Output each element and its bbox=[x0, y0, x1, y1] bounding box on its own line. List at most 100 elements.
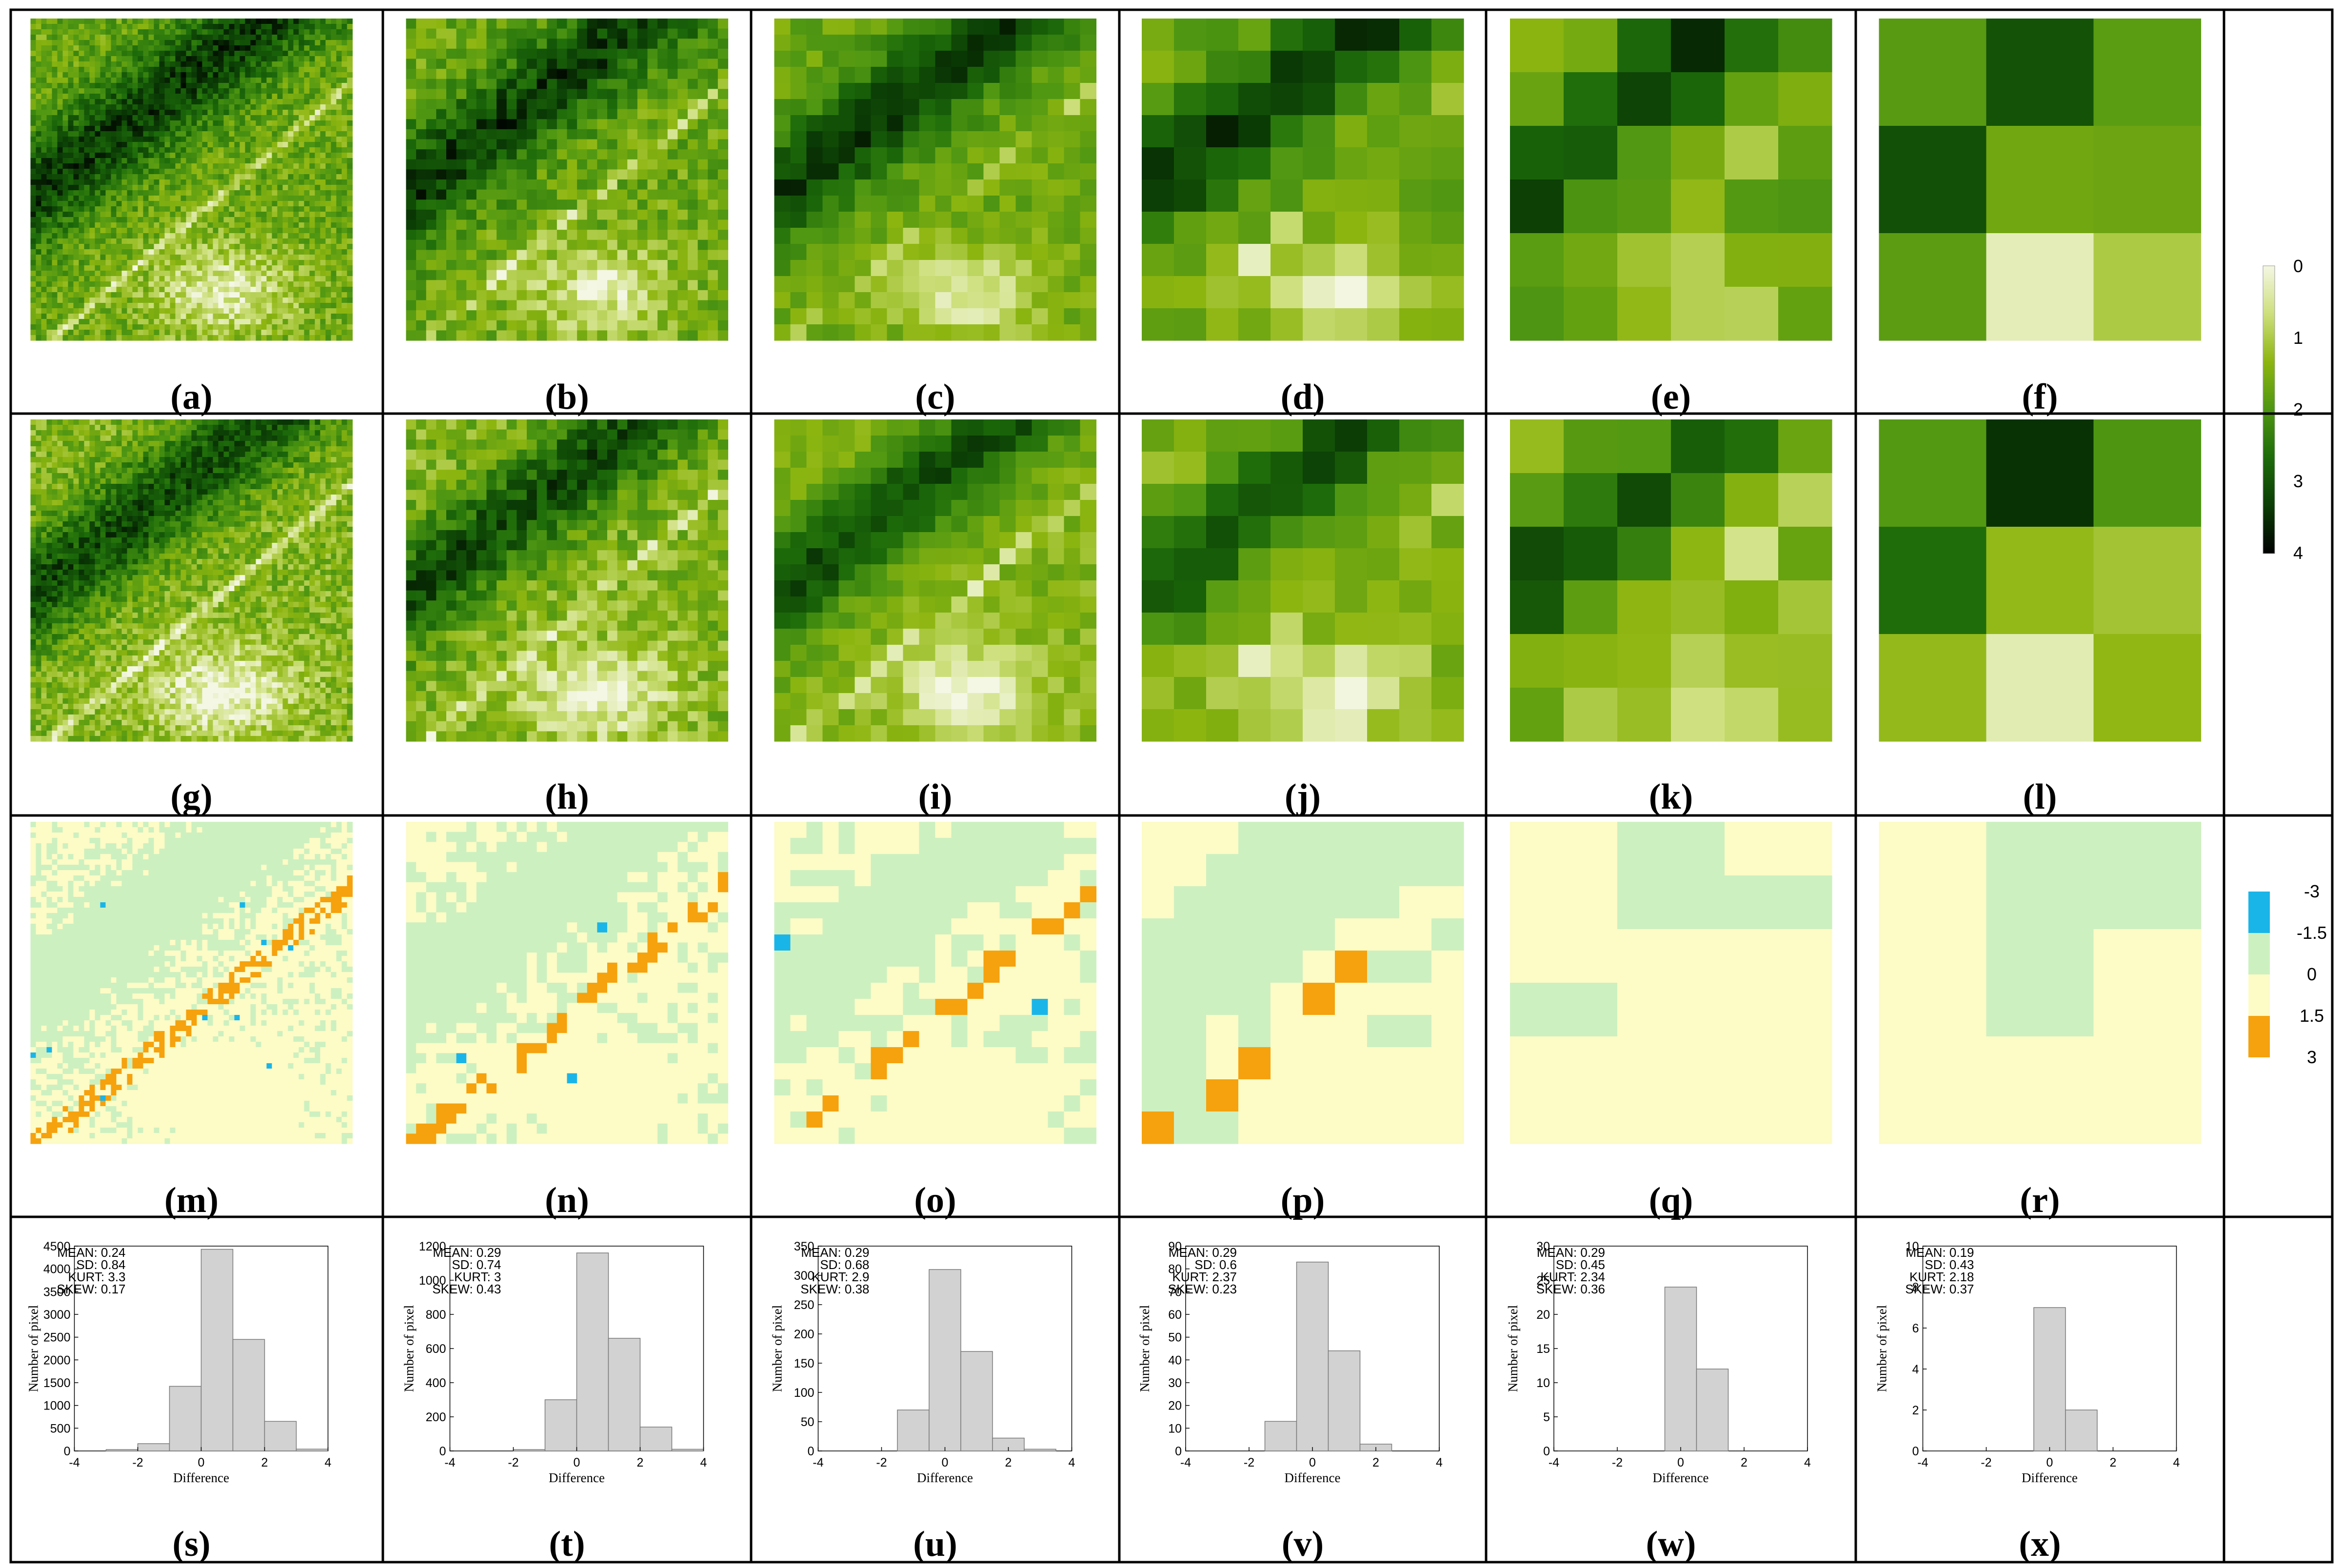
y-tick-label: 2500 bbox=[43, 1331, 71, 1345]
histogram-bar bbox=[960, 1351, 993, 1451]
y-tick-label: 25 bbox=[1536, 1274, 1550, 1288]
histogram-x: -4 -2 0 2 4 0 2 4 6 8 10 Difference Number of pixel M… bbox=[1875, 1240, 2180, 1564]
y-tick-label: 20 bbox=[1536, 1308, 1550, 1322]
x-axis-label: Difference bbox=[1285, 1470, 1341, 1485]
value-colorbar: 0 1 2 3 4 bbox=[2263, 256, 2303, 563]
colorbar-tick-label: -1.5 bbox=[2297, 923, 2327, 943]
x-tick-label: -2 bbox=[508, 1456, 518, 1469]
x-tick-label: 0 bbox=[1309, 1456, 1316, 1469]
y-tick-label: 15 bbox=[1536, 1342, 1550, 1356]
y-tick-label: 400 bbox=[426, 1376, 446, 1390]
x-tick-label: 4 bbox=[700, 1456, 707, 1469]
y-tick-label: 4000 bbox=[43, 1263, 71, 1276]
y-tick-label: 0 bbox=[1175, 1445, 1182, 1458]
map-c bbox=[774, 19, 1097, 341]
y-tick-label: 4 bbox=[1912, 1363, 1919, 1376]
histogram-bar bbox=[232, 1339, 265, 1451]
difference-map-r bbox=[1879, 822, 2202, 1144]
y-tick-label: 500 bbox=[50, 1422, 71, 1435]
colorbar-tick-label: 3 bbox=[2307, 1047, 2317, 1067]
panel-label: (q) bbox=[1649, 1180, 1693, 1220]
histogram-bar bbox=[1264, 1421, 1297, 1451]
panel-label: (t) bbox=[549, 1524, 585, 1564]
panel-label: (o) bbox=[914, 1180, 956, 1220]
x-tick-label: 0 bbox=[942, 1456, 949, 1469]
panel-label: (h) bbox=[545, 777, 589, 817]
histogram-bar bbox=[1328, 1350, 1361, 1451]
y-tick-label: 300 bbox=[794, 1269, 814, 1283]
difference-map-o bbox=[774, 822, 1097, 1144]
y-axis-label: Number of pixel bbox=[1875, 1305, 1889, 1392]
value-colorbar-ramp bbox=[2263, 265, 2275, 554]
histogram-bar bbox=[639, 1427, 673, 1451]
histogram-bar bbox=[1296, 1261, 1329, 1451]
x-tick-label: 2 bbox=[1741, 1456, 1747, 1469]
histogram-w: -4 -2 0 2 4 0 5 10 15 20 25 30 Difference Number of p… bbox=[1506, 1240, 1811, 1564]
x-tick-label: 4 bbox=[1804, 1456, 1811, 1469]
histogram-bar bbox=[169, 1386, 202, 1451]
histogram-bar bbox=[608, 1338, 641, 1451]
panel-label: (k) bbox=[1649, 777, 1693, 817]
histogram-bar bbox=[2065, 1409, 2098, 1451]
map-j bbox=[1142, 419, 1464, 742]
y-axis-label: Number of pixel bbox=[402, 1305, 417, 1392]
y-tick-label: 10 bbox=[1906, 1240, 1919, 1253]
x-tick-label: 0 bbox=[574, 1456, 580, 1469]
histogram-bar bbox=[513, 1449, 546, 1451]
stat-line: SD: 0.6 bbox=[1194, 1257, 1237, 1272]
panel-label: (b) bbox=[545, 377, 589, 417]
panel-label: (m) bbox=[164, 1180, 218, 1220]
map-h bbox=[406, 419, 729, 742]
colorbar-tick-label: 2 bbox=[2293, 399, 2303, 419]
colorbar-tick-label: 1 bbox=[2293, 328, 2303, 348]
x-axis-label: Difference bbox=[1653, 1470, 1709, 1485]
difference-map-m bbox=[30, 822, 353, 1144]
stat-line: KURT: 3 bbox=[454, 1270, 501, 1284]
stat-line: SD: 0.43 bbox=[1925, 1257, 1974, 1272]
y-tick-label: 100 bbox=[794, 1386, 814, 1400]
histogram-bar bbox=[897, 1409, 930, 1451]
colorbar-tick-label: 0 bbox=[2307, 964, 2317, 984]
stat-line: MEAN: 0.29 bbox=[433, 1245, 501, 1260]
difference-colorbar: -3 -1.5 0 1.5 3 bbox=[2248, 881, 2327, 1067]
stat-line: SKEW: 0.36 bbox=[1536, 1282, 1605, 1296]
stat-line: SD: 0.74 bbox=[452, 1257, 501, 1272]
difference-map-q bbox=[1510, 822, 1832, 1144]
colorbar-tick-label: 3 bbox=[2293, 471, 2303, 491]
histogram-bar bbox=[105, 1449, 139, 1451]
x-tick-label: 4 bbox=[325, 1456, 332, 1469]
map-i bbox=[774, 419, 1097, 742]
y-tick-label: 0 bbox=[64, 1445, 71, 1458]
y-tick-label: 80 bbox=[1168, 1263, 1182, 1276]
x-tick-label: 4 bbox=[2173, 1456, 2180, 1469]
y-tick-label: 30 bbox=[1168, 1376, 1182, 1390]
x-axis-label: Difference bbox=[173, 1470, 229, 1485]
y-tick-label: 10 bbox=[1536, 1376, 1550, 1390]
difference-class-swatch bbox=[2248, 1016, 2270, 1057]
y-axis-label: Number of pixel bbox=[1506, 1305, 1520, 1392]
x-tick-label: -2 bbox=[1244, 1456, 1254, 1469]
difference-map-n bbox=[406, 822, 729, 1144]
panel-labels: (a) (b) (c) (d) (e) (f) (g) (h) (i) (j) (k) (l) (m) (… bbox=[164, 377, 2060, 1220]
x-tick-label: 2 bbox=[1005, 1456, 1012, 1469]
y-axis-label: Number of pixel bbox=[770, 1305, 785, 1392]
histogram-bar bbox=[137, 1443, 170, 1451]
panel-label: (w) bbox=[1646, 1524, 1696, 1564]
stat-line: SD: 0.45 bbox=[1556, 1257, 1605, 1272]
x-axis-label: Difference bbox=[2022, 1470, 2078, 1485]
y-tick-label: 40 bbox=[1168, 1353, 1182, 1367]
panel-label: (d) bbox=[1281, 377, 1325, 417]
x-tick-label: -2 bbox=[876, 1456, 887, 1469]
panel-label: (x) bbox=[2019, 1524, 2061, 1564]
x-tick-label: 2 bbox=[1372, 1456, 1379, 1469]
panel-label: (i) bbox=[918, 777, 953, 817]
map-d bbox=[1142, 19, 1464, 341]
x-tick-label: -4 bbox=[444, 1456, 455, 1469]
map-panels bbox=[30, 19, 2202, 1144]
map-k bbox=[1510, 419, 1832, 742]
panel-label: (u) bbox=[913, 1524, 957, 1564]
histogram-u: -4 -2 0 2 4 0 50 100 150 200 250 300 350 Difference Nu… bbox=[770, 1240, 1075, 1564]
y-tick-label: 800 bbox=[426, 1308, 446, 1322]
y-tick-label: 1500 bbox=[43, 1376, 71, 1390]
x-tick-label: 0 bbox=[1677, 1456, 1684, 1469]
